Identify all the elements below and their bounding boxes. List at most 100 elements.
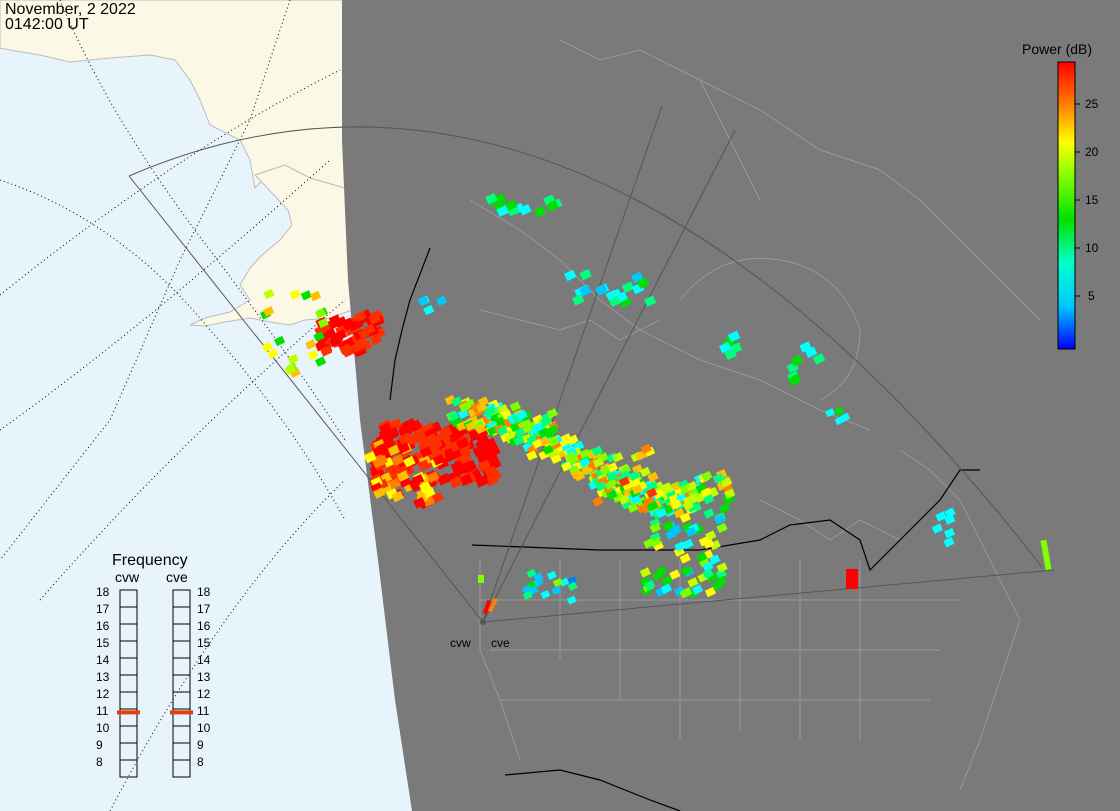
echo-cell (640, 443, 652, 455)
echo-cell (606, 471, 618, 482)
echo-cell (488, 597, 498, 613)
echo-cell (655, 507, 667, 519)
echo-cell (368, 312, 382, 325)
echo-cell (670, 499, 682, 510)
echo-cell (417, 459, 430, 471)
echo-cell (564, 269, 577, 282)
echo-cell (665, 529, 677, 540)
echo-cell (478, 575, 484, 583)
echo-cell (709, 554, 721, 565)
echo-cell (718, 341, 732, 354)
echo-cell (579, 285, 592, 297)
frequency-tick: 16 (96, 619, 110, 633)
echo-cell (546, 408, 558, 419)
echo-cell (628, 470, 641, 481)
echo-cell (449, 475, 463, 489)
power-colorbar: Power (dB) 25 20 15 10 5 (1022, 41, 1099, 350)
echo-cell (609, 288, 622, 301)
echo-cell (1040, 539, 1052, 571)
echo-cell (476, 402, 488, 413)
colorbar-tick: 10 (1085, 241, 1099, 255)
echo-cell (540, 436, 552, 447)
echo-cell (687, 577, 699, 588)
echo-cell (339, 343, 352, 355)
echo-cell (402, 418, 417, 431)
echo-cell (284, 364, 296, 375)
echo-cell (825, 408, 836, 418)
echo-cell (682, 500, 694, 511)
echo-cell (714, 514, 726, 525)
echo-cell (426, 471, 440, 483)
echo-cell (943, 527, 956, 539)
echo-cell (608, 295, 622, 307)
night-shading (342, 0, 1120, 811)
echo-cell (636, 277, 650, 289)
echo-cell (712, 473, 724, 484)
echo-cell (520, 419, 533, 430)
echo-cell (595, 481, 607, 492)
echo-cell (526, 450, 538, 461)
radar-echoes (259, 192, 1052, 615)
echo-cell (423, 304, 435, 316)
echo-cell (653, 488, 665, 500)
echo-cell (263, 306, 275, 317)
echo-cell (606, 489, 618, 501)
echo-cell (373, 487, 386, 499)
echo-cell (643, 538, 655, 549)
echo-cell (660, 482, 673, 493)
echo-cell (834, 406, 845, 416)
echo-cell (540, 416, 552, 427)
echo-cell (313, 331, 325, 342)
echo-cell (720, 477, 732, 488)
echo-cell (540, 589, 551, 600)
echo-cell (465, 421, 477, 432)
frequency-tick: 15 (197, 636, 211, 650)
echo-cell (437, 472, 451, 486)
echo-cell (422, 486, 436, 499)
radar-sites: cvw cve (450, 619, 510, 650)
echo-cell (662, 520, 674, 532)
echo-cell (696, 551, 708, 563)
echo-cell (542, 444, 554, 455)
frequency-tick: 17 (197, 602, 211, 616)
frequency-tick: 16 (197, 619, 211, 633)
echo-cell (661, 575, 673, 586)
frequency-tick: 14 (96, 653, 110, 667)
echo-cell (534, 205, 547, 218)
echo-cell (685, 526, 697, 537)
echo-cell (618, 476, 631, 487)
echo-cell (592, 457, 605, 468)
echo-cell (475, 423, 487, 435)
echo-cell (397, 442, 411, 454)
echo-cell (391, 454, 405, 466)
colorbar-tick: 20 (1085, 145, 1099, 159)
echo-cell (591, 445, 603, 457)
frequency-tick: 9 (96, 738, 103, 752)
echo-cell (388, 418, 403, 431)
echo-cell (459, 401, 471, 413)
echo-cell (669, 569, 681, 580)
frequency-tick: 11 (197, 704, 210, 718)
echo-cell (571, 469, 583, 480)
site-label-cve: cve (491, 636, 510, 650)
echo-cell (716, 562, 728, 573)
echo-cell (551, 585, 562, 596)
echo-cell (388, 477, 402, 490)
echo-cell (396, 470, 410, 482)
echo-cell (385, 426, 400, 440)
echo-cell (287, 354, 299, 365)
echo-cell (417, 295, 429, 306)
echo-cell (686, 480, 698, 492)
echo-cell (702, 568, 714, 579)
echo-cell (644, 580, 656, 591)
echo-cell (531, 438, 544, 449)
coastlines (469, 39, 1041, 791)
frequency-marker (170, 710, 193, 715)
echo-cell (619, 469, 632, 481)
echo-cell (727, 330, 741, 343)
echo-cell (435, 295, 447, 306)
echo-cell (372, 456, 385, 469)
graticule (0, 0, 346, 811)
echo-cell (688, 492, 700, 504)
